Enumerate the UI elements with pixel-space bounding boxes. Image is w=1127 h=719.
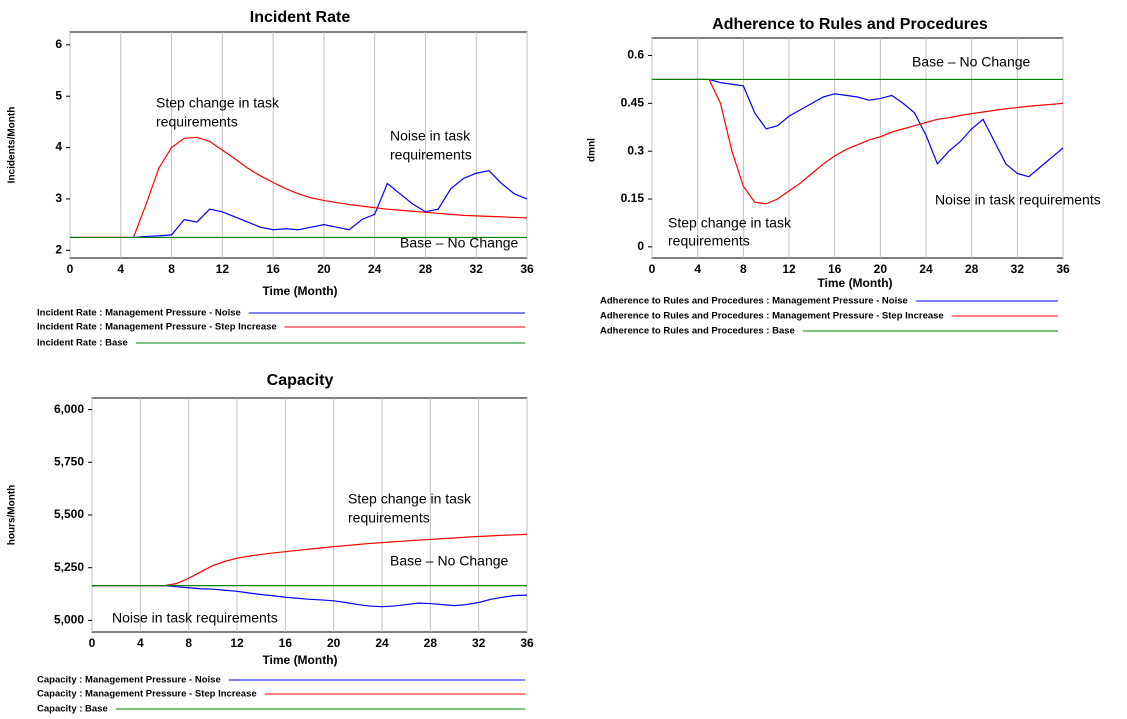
y-axis-label: hours/Month <box>7 485 18 546</box>
annotation: Step change in task <box>156 95 280 111</box>
x-tick-label: 16 <box>266 262 280 276</box>
legend-label: Capacity : Management Pressure - Step In… <box>37 689 257 700</box>
x-tick-label: 32 <box>1011 262 1025 276</box>
x-tick-label: 24 <box>919 262 933 276</box>
x-tick-label: 28 <box>965 262 979 276</box>
legend-label: Capacity : Base <box>37 704 108 715</box>
annotation: Noise in task requirements <box>112 610 278 626</box>
y-tick-label: 6 <box>55 37 62 51</box>
x-tick-label: 8 <box>168 262 175 276</box>
x-tick-label: 4 <box>694 262 701 276</box>
chart-title: Capacity <box>267 372 334 389</box>
x-tick-label: 28 <box>424 636 438 650</box>
legend-label: Adherence to Rules and Procedures : Base <box>600 326 795 337</box>
annotation: Base – No Change <box>912 54 1031 70</box>
series-line <box>70 170 528 239</box>
y-tick-label: 5,250 <box>54 560 84 574</box>
x-tick-label: 4 <box>117 262 124 276</box>
x-tick-label: 4 <box>137 636 144 650</box>
legend-label: Incident Rate : Base <box>37 338 128 349</box>
x-tick-label: 8 <box>740 262 747 276</box>
annotation: requirements <box>390 147 472 163</box>
x-tick-label: 24 <box>368 262 382 276</box>
y-tick-label: 5,000 <box>54 613 84 627</box>
annotation: Step change in task <box>668 215 792 231</box>
x-axis-label: Time (Month) <box>817 276 892 290</box>
x-tick-label: 24 <box>375 636 389 650</box>
x-tick-label: 32 <box>470 262 484 276</box>
x-tick-label: 32 <box>472 636 486 650</box>
series-line <box>652 78 1064 205</box>
plot-area <box>651 37 1064 259</box>
y-tick-label: 2 <box>55 242 62 256</box>
x-tick-label: 16 <box>828 262 842 276</box>
y-axis-label: dmnl <box>587 138 598 162</box>
x-tick-label: 0 <box>649 262 656 276</box>
y-tick-label: 0.15 <box>621 191 645 205</box>
y-tick-label: 5,500 <box>54 507 84 521</box>
annotation: Noise in task <box>390 128 471 144</box>
legend-label: Incident Rate : Management Pressure - No… <box>37 308 241 319</box>
y-tick-label: 0.45 <box>621 96 645 110</box>
legend-label: Incident Rate : Management Pressure - St… <box>37 322 277 333</box>
x-tick-label: 12 <box>230 636 244 650</box>
y-tick-label: 4 <box>55 140 62 154</box>
y-tick-label: 6,000 <box>54 402 84 416</box>
x-tick-label: 12 <box>216 262 230 276</box>
series-line <box>70 136 528 239</box>
x-axis-label: Time (Month) <box>262 284 337 298</box>
legend-label: Capacity : Management Pressure - Noise <box>37 675 221 686</box>
x-tick-label: 36 <box>520 636 534 650</box>
y-tick-label: 0.6 <box>627 48 644 62</box>
legend-label: Adherence to Rules and Procedures : Mana… <box>600 296 908 307</box>
annotation: Step change in task <box>348 491 472 507</box>
x-tick-label: 20 <box>327 636 341 650</box>
annotation: Base – No Change <box>400 235 519 251</box>
annotation: Base – No Change <box>390 553 509 569</box>
x-tick-label: 20 <box>317 262 331 276</box>
y-tick-label: 0.3 <box>627 143 644 157</box>
legend-label: Adherence to Rules and Procedures : Mana… <box>600 311 944 322</box>
x-tick-label: 0 <box>67 262 74 276</box>
y-tick-label: 5 <box>55 88 62 102</box>
chart-title: Incident Rate <box>250 9 351 26</box>
x-tick-label: 12 <box>782 262 796 276</box>
x-tick-label: 28 <box>419 262 433 276</box>
x-tick-label: 0 <box>89 636 96 650</box>
x-tick-label: 8 <box>185 636 192 650</box>
x-tick-label: 16 <box>279 636 293 650</box>
x-tick-label: 36 <box>520 262 534 276</box>
annotation: requirements <box>348 510 430 526</box>
x-tick-label: 20 <box>874 262 888 276</box>
annotation: Noise in task requirements <box>935 192 1101 208</box>
chart-title: Adherence to Rules and Procedures <box>712 16 988 33</box>
plot-area <box>69 31 528 259</box>
plot-area <box>91 397 528 633</box>
x-axis-label: Time (Month) <box>262 653 337 667</box>
x-tick-label: 36 <box>1056 262 1070 276</box>
annotation: requirements <box>668 233 750 249</box>
annotation: requirements <box>156 114 238 130</box>
y-tick-label: 0 <box>637 239 644 253</box>
series-line <box>652 78 1064 178</box>
y-axis-label: Incidents/Month <box>7 107 18 184</box>
y-tick-label: 5,750 <box>54 454 84 468</box>
y-tick-label: 3 <box>55 191 62 205</box>
